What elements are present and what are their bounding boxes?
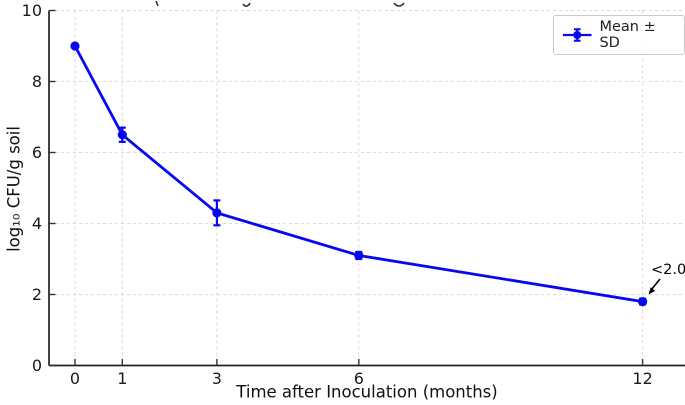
- data-point-marker: [638, 297, 648, 307]
- clipped-title-fragment: [155, 0, 159, 7]
- data-point-marker: [354, 250, 364, 261]
- legend-errorbar-key-icon: [562, 28, 592, 42]
- clipped-title-fragment: [393, 2, 405, 7]
- y-tick-label: 10: [22, 1, 42, 20]
- y-tick-label: 8: [32, 72, 42, 91]
- annotation-arrowhead: [648, 287, 656, 295]
- y-tick-label: 4: [32, 214, 42, 233]
- y-tick-label: 2: [32, 285, 42, 304]
- annotation-arrow-line: [650, 278, 661, 291]
- data-point-marker: [212, 208, 222, 218]
- y-axis-label: log₁₀ CFU/g soil: [4, 126, 24, 252]
- x-tick-label: 1: [117, 369, 127, 388]
- data-point-marker: [117, 130, 127, 140]
- x-tick-label: 12: [632, 369, 652, 388]
- legend-label: Mean ± SD: [599, 19, 656, 51]
- y-tick-label: 0: [32, 356, 42, 375]
- annotation-detection-limit: <2.0: [651, 262, 685, 278]
- clipped-title-fragment: [242, 2, 251, 7]
- x-tick-label: 3: [212, 369, 222, 388]
- legend-key-marker: [573, 30, 582, 40]
- x-axis-label: Time after Inoculation (months): [236, 382, 498, 402]
- y-tick-label: 6: [32, 143, 42, 162]
- x-tick-label: 0: [70, 369, 80, 388]
- legend-box: Mean ± SD: [553, 15, 685, 55]
- x-tick-label: 6: [354, 369, 364, 388]
- data-point-marker: [70, 41, 80, 51]
